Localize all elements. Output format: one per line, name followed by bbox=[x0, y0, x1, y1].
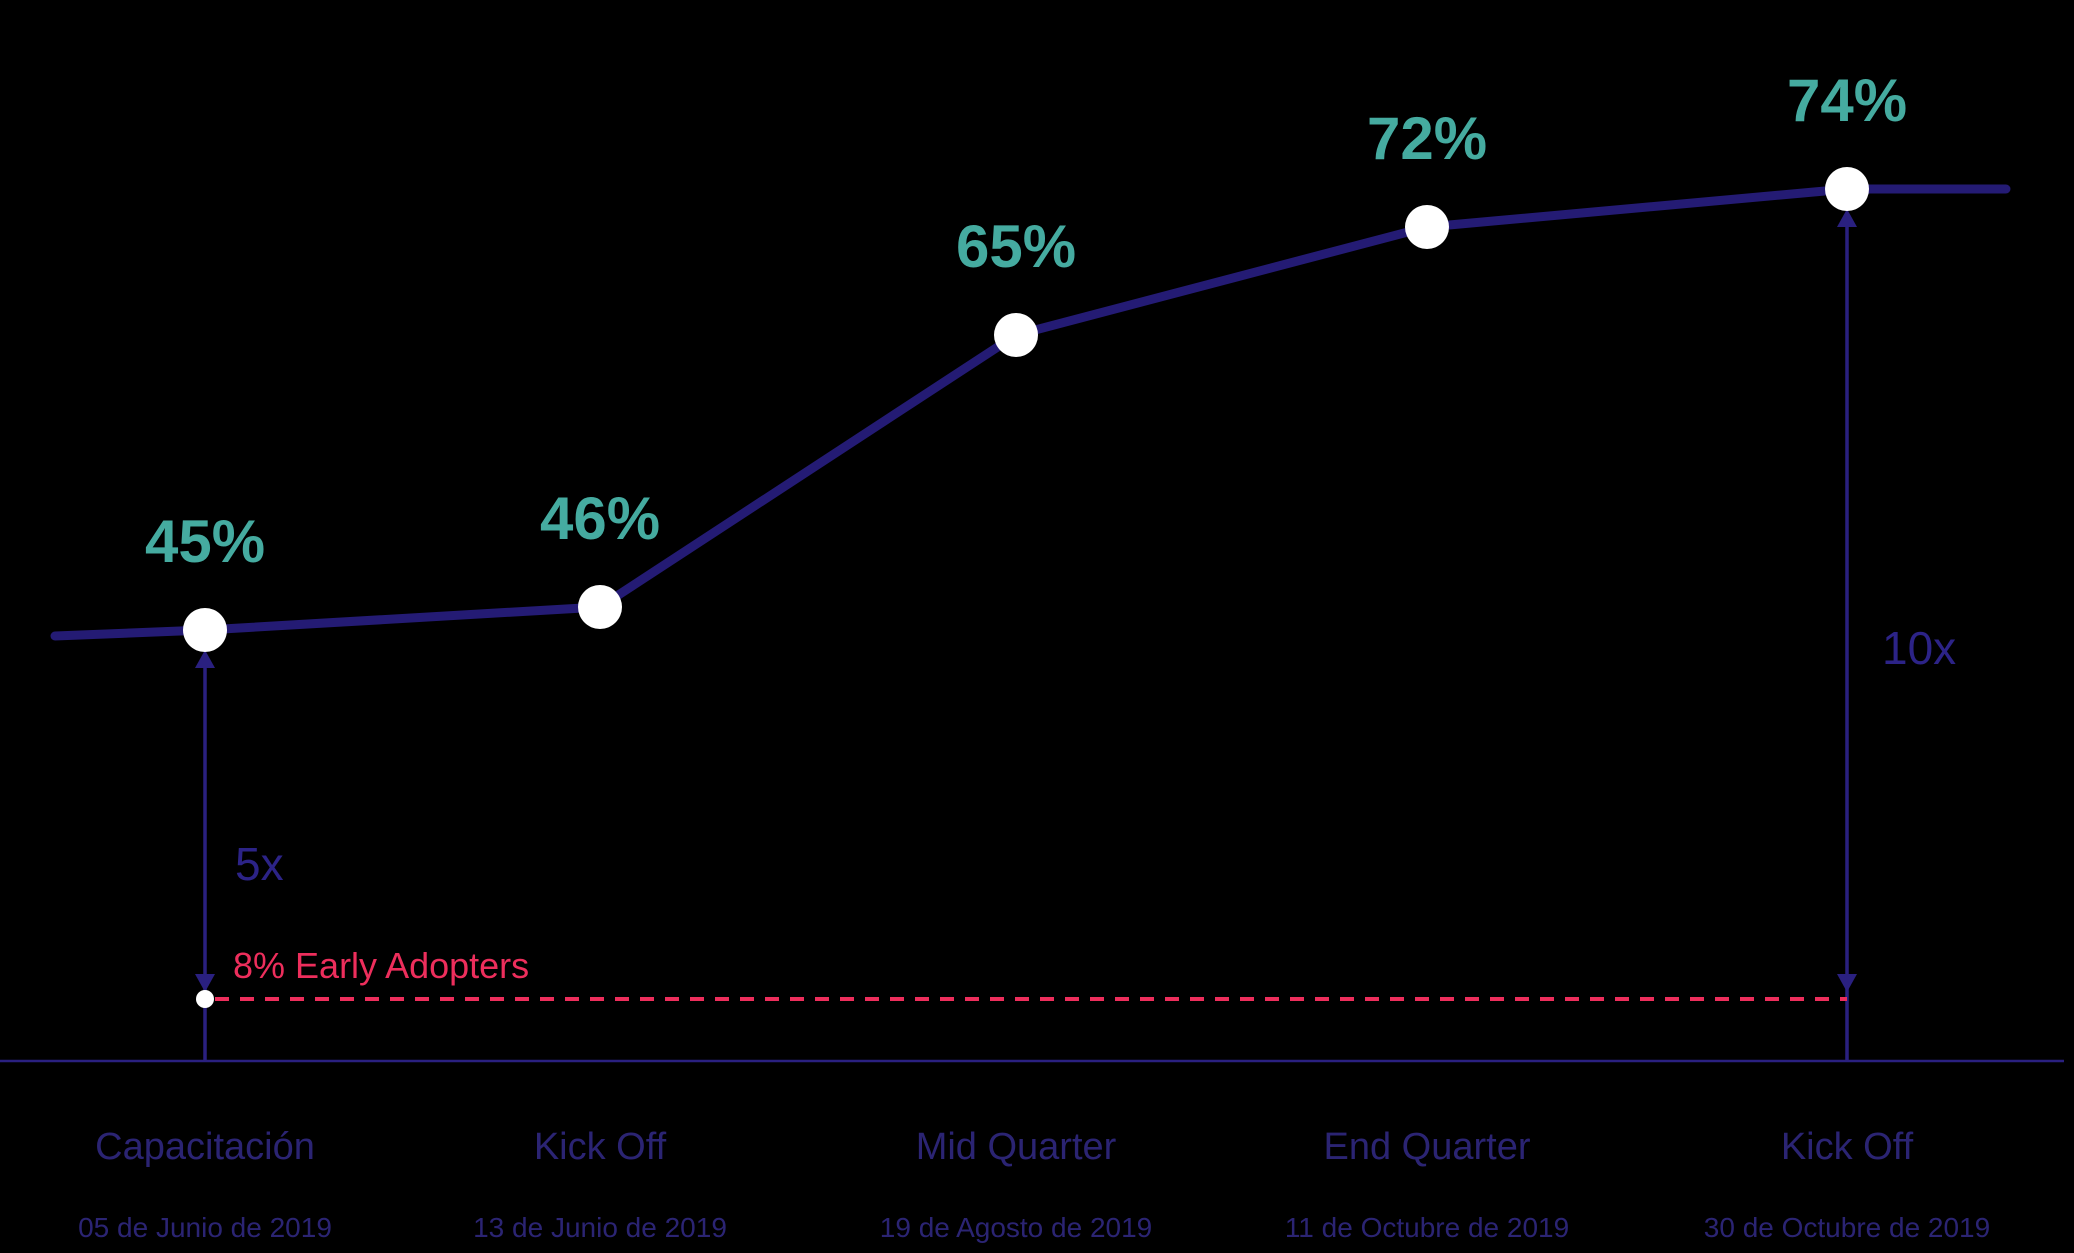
date-label: 05 de Junio de 2019 bbox=[78, 1212, 332, 1243]
annotation-10x: 10x bbox=[1882, 622, 1956, 674]
date-label: 13 de Junio de 2019 bbox=[473, 1212, 727, 1243]
date-label: 30 de Octubre de 2019 bbox=[1704, 1212, 1990, 1243]
data-point bbox=[1405, 205, 1449, 249]
date-label: 11 de Octubre de 2019 bbox=[1285, 1212, 1569, 1243]
arrow-down-icon bbox=[1837, 974, 1857, 992]
arrow-down-icon bbox=[195, 974, 215, 992]
data-point bbox=[1825, 167, 1869, 211]
reference-line-group bbox=[196, 990, 1847, 1008]
value-label: 72% bbox=[1367, 105, 1487, 172]
category-label: End Quarter bbox=[1324, 1126, 1531, 1168]
category-labels-group: Capacitación Kick Off Mid Quarter End Quart… bbox=[95, 1126, 1913, 1168]
reference-line-label: 8% Early Adopters bbox=[233, 945, 529, 986]
data-point bbox=[994, 313, 1038, 357]
value-label: 65% bbox=[956, 213, 1076, 280]
data-point bbox=[183, 608, 227, 652]
arrow-up-icon bbox=[195, 650, 215, 668]
annotation-5x: 5x bbox=[235, 838, 284, 890]
reference-start-dot bbox=[196, 990, 214, 1008]
date-labels-group: 05 de Junio de 2019 13 de Junio de 2019 19… bbox=[78, 1212, 1990, 1243]
date-label: 19 de Agosto de 2019 bbox=[880, 1212, 1152, 1243]
arrow-up-icon bbox=[1837, 209, 1857, 227]
value-label: 46% bbox=[540, 485, 660, 552]
data-point bbox=[578, 585, 622, 629]
category-label: Capacitación bbox=[95, 1126, 315, 1168]
value-labels-group: 45% 46% 65% 72% 74% bbox=[145, 67, 1907, 575]
value-label: 45% bbox=[145, 508, 265, 575]
category-label: Kick Off bbox=[534, 1126, 667, 1168]
value-label: 74% bbox=[1787, 67, 1907, 134]
data-points-group bbox=[183, 167, 1869, 652]
category-label: Kick Off bbox=[1781, 1126, 1914, 1168]
category-label: Mid Quarter bbox=[916, 1126, 1117, 1168]
